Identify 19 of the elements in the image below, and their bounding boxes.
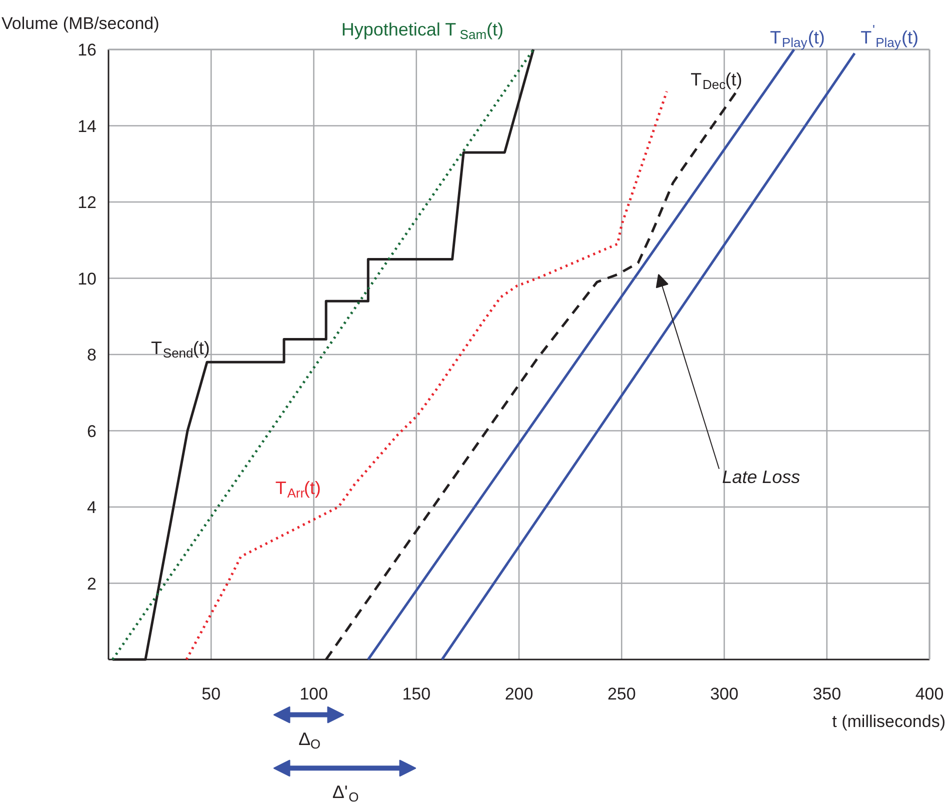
y-axis-title: Volume (MB/second) — [2, 14, 160, 33]
y-tick-label: 2 — [87, 574, 97, 594]
y-tick-label: 4 — [87, 498, 97, 517]
y-tick-label: 12 — [78, 193, 97, 212]
x-tick-label: 400 — [915, 684, 944, 704]
x-axis-title: t (milliseconds) — [832, 712, 946, 731]
x-tick-label: 100 — [300, 684, 328, 704]
x-tick-label: 300 — [710, 684, 738, 704]
x-tick-label: 150 — [402, 684, 431, 704]
y-tick-label: 6 — [87, 422, 97, 441]
x-tick-label: 350 — [812, 684, 842, 704]
annotation: Late Loss — [722, 466, 800, 487]
y-tick-label: 16 — [78, 40, 97, 60]
y-tick-label: 10 — [78, 269, 97, 288]
y-tick-label: 8 — [87, 346, 97, 364]
x-tick-label: 250 — [607, 684, 636, 704]
x-tick-label: 200 — [504, 684, 534, 704]
y-tick-label: 14 — [78, 116, 97, 136]
x-tick-label: 50 — [202, 684, 221, 704]
